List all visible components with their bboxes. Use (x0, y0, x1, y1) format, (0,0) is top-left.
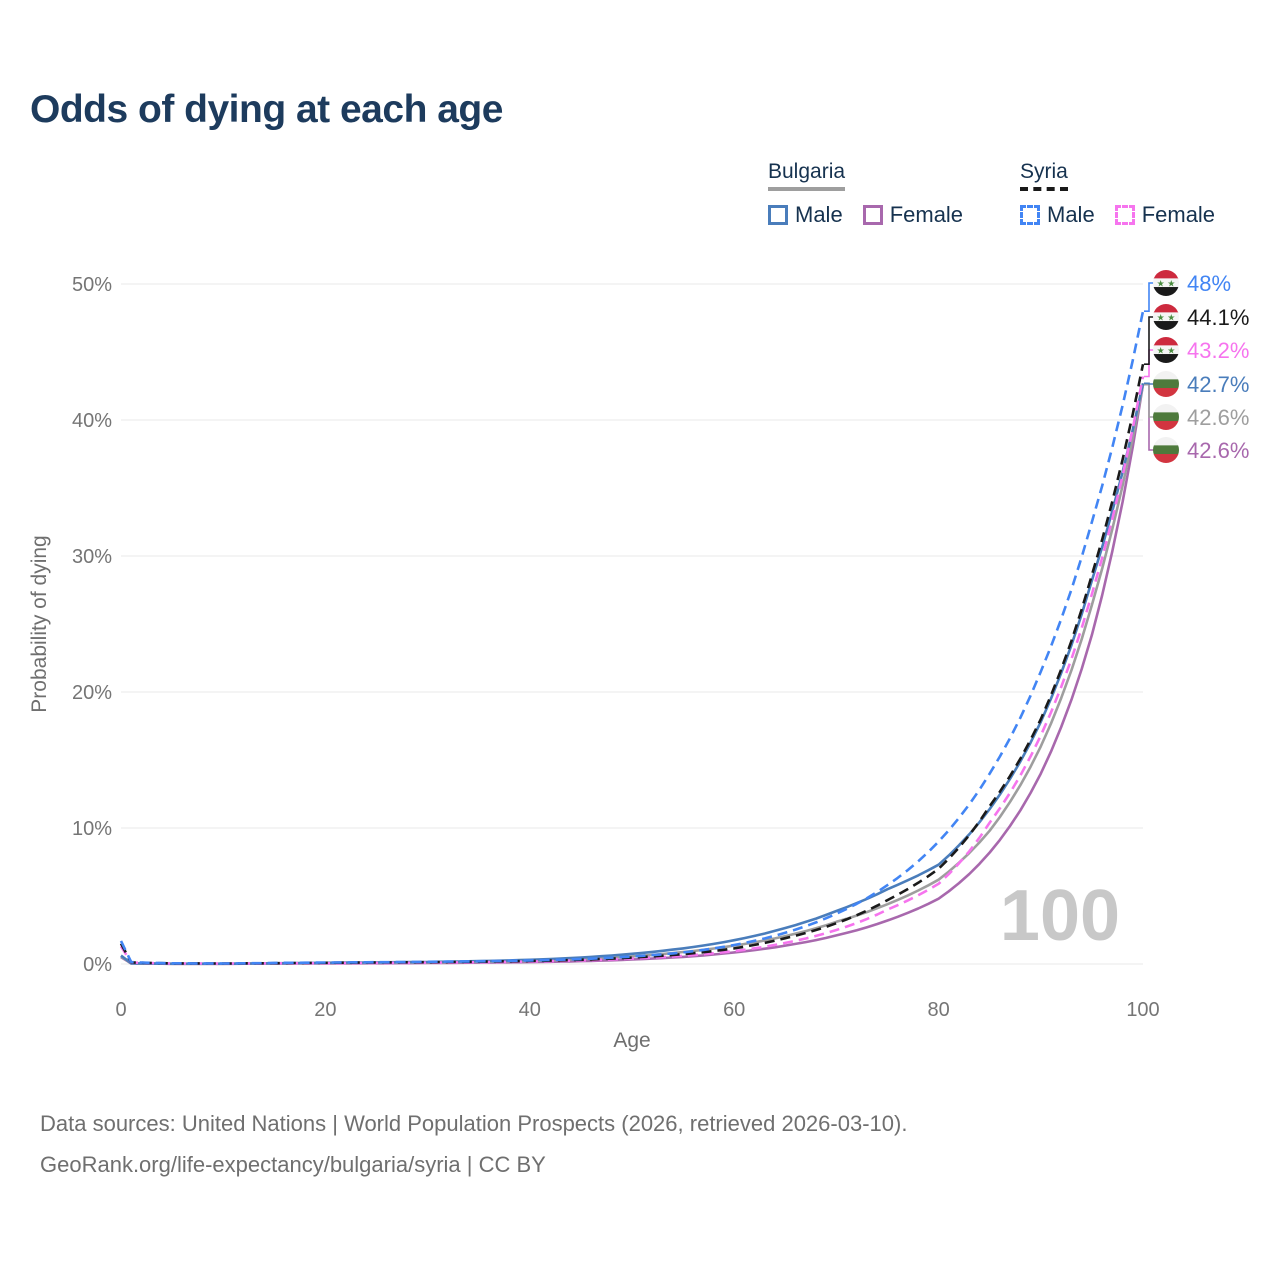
legend-item-label: Female (1141, 202, 1216, 227)
x-tick-label: 100 (1126, 999, 1159, 1021)
end-value-label-syria-male: 48% (1187, 271, 1231, 296)
end-value-label-bulgaria-both-sexes: 42.6% (1187, 405, 1249, 430)
legend-group-bulgaria: Bulgaria Male Female (768, 160, 963, 228)
legend-country-syria[interactable]: Syria (1020, 160, 1068, 191)
end-label-leader (1144, 382, 1154, 385)
y-tick-label: 10% (72, 818, 112, 840)
y-tick-label: 30% (72, 546, 112, 568)
series-line-bulgaria-both-sexes[interactable] (120, 384, 1145, 966)
y-axis-title: Probability of dying (28, 535, 51, 712)
x-tick-label: 60 (723, 999, 745, 1021)
syria-female-swatch-icon (1114, 205, 1135, 225)
age-counter-watermark: 100 (1000, 876, 1120, 956)
footer-sources: Data sources: United Nations | World Pop… (40, 1111, 908, 1136)
series-line-syria-female[interactable] (119, 376, 1145, 965)
legend-item-label: Male (1047, 202, 1095, 227)
bulgaria-male-swatch-icon (768, 205, 788, 225)
svg-text:★ ★: ★ ★ (1157, 313, 1176, 323)
flag-syria-icon: ★ ★ (1153, 304, 1179, 330)
y-tick-label: 20% (72, 682, 112, 704)
end-value-label-bulgaria-male: 42.7% (1187, 372, 1249, 397)
syria-male-swatch-icon (1020, 205, 1040, 225)
legend-item-label: Female (889, 202, 964, 227)
end-label-leader (1144, 316, 1154, 365)
legend-item-syria-male[interactable]: Male (1020, 202, 1095, 228)
x-tick-label: 80 (927, 999, 949, 1021)
end-value-label-syria-female: 43.2% (1187, 338, 1249, 363)
svg-text:★ ★: ★ ★ (1157, 279, 1176, 289)
end-value-label-syria-both-sexes: 44.1% (1187, 305, 1249, 330)
bulgaria-female-swatch-icon (862, 205, 883, 225)
flag-bulgaria-icon (1153, 437, 1179, 463)
legend-item-bulgaria-male[interactable]: Male (768, 202, 843, 228)
x-tick-label: 20 (314, 999, 336, 1021)
legend-group-syria: Syria Male Female (1020, 160, 1215, 228)
flag-bulgaria-icon (1153, 404, 1179, 430)
y-tick-label: 0% (83, 954, 112, 976)
series-line-syria-both-sexes[interactable] (119, 363, 1145, 965)
legend-country-bulgaria[interactable]: Bulgaria (768, 160, 846, 191)
legend-item-label: Male (795, 202, 843, 227)
footer: Data sources: United Nations | World Pop… (40, 1103, 907, 1185)
footer-attribution: GeoRank.org/life-expectancy/bulgaria/syr… (40, 1152, 546, 1177)
end-label-leader (1144, 383, 1154, 418)
flag-syria-icon: ★ ★ (1153, 337, 1179, 363)
svg-text:★ ★: ★ ★ (1157, 346, 1176, 356)
series-line-bulgaria-female[interactable] (120, 384, 1145, 966)
series-line-syria-male[interactable] (119, 310, 1145, 965)
x-axis-title: Age (613, 1029, 650, 1052)
legend-item-syria-female[interactable]: Female (1114, 202, 1216, 228)
legend-items-syria: Male Female (1020, 202, 1215, 228)
flag-bulgaria-icon (1153, 371, 1179, 397)
page-title: Odds of dying at each age (30, 88, 503, 131)
legend-items-bulgaria: Male Female (768, 202, 963, 228)
x-tick-label: 0 (115, 999, 126, 1021)
end-label-leader (1144, 282, 1154, 312)
legend-item-bulgaria-female[interactable]: Female (862, 202, 964, 228)
flag-syria-icon: ★ ★ (1153, 270, 1179, 296)
y-tick-label: 40% (72, 410, 112, 432)
x-tick-label: 40 (519, 999, 541, 1021)
series-line-bulgaria-male[interactable] (120, 383, 1145, 965)
end-value-label-bulgaria-female: 42.6% (1187, 438, 1249, 463)
y-tick-label: 50% (72, 274, 112, 296)
